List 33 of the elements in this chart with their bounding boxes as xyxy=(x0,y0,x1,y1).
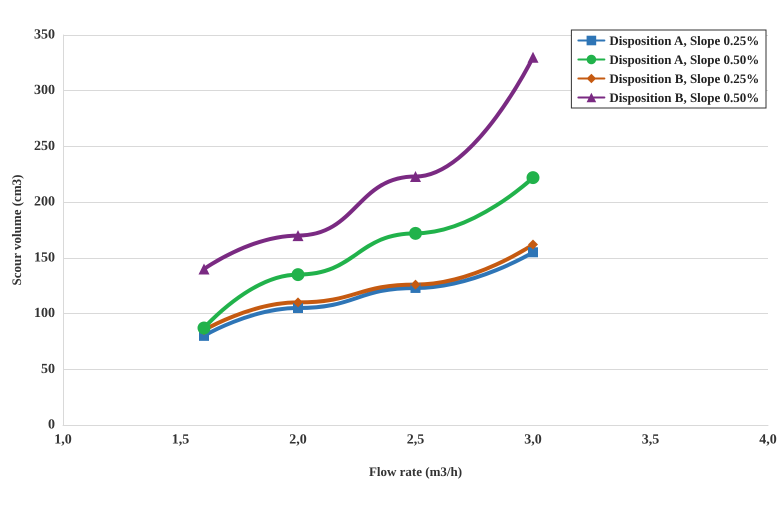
x-tick-label: 1,0 xyxy=(54,432,72,448)
y-axis-title: Scour volume (cm3) xyxy=(9,174,24,286)
x-tick-label: 4,0 xyxy=(759,432,777,448)
x-tick-label: 1,5 xyxy=(172,432,190,448)
legend-label: Disposition B, Slope 0.50% xyxy=(609,90,760,105)
y-tick-label: 100 xyxy=(34,306,55,322)
point xyxy=(198,322,210,335)
y-tick-label: 300 xyxy=(34,83,55,98)
x-tick-label: 2,0 xyxy=(289,432,307,448)
y-tick-label: 250 xyxy=(34,138,55,154)
point xyxy=(410,280,420,290)
point xyxy=(293,297,303,308)
y-tick-label: 50 xyxy=(41,362,55,377)
point xyxy=(410,171,421,182)
point xyxy=(526,171,540,184)
point xyxy=(409,226,422,240)
point xyxy=(528,239,538,250)
point xyxy=(292,230,304,242)
x-tick-label: 2,5 xyxy=(406,432,424,448)
y-tick-label: 150 xyxy=(34,250,55,266)
point xyxy=(528,247,538,258)
legend-label: Disposition A, Slope 0.50% xyxy=(609,52,760,67)
legend-label: Disposition A, Slope 0.25% xyxy=(609,33,760,48)
point xyxy=(198,264,210,274)
x-tick-label: 3,5 xyxy=(642,432,660,448)
x-tick-label: 3,0 xyxy=(524,432,542,448)
y-tick-label: 0 xyxy=(48,418,55,432)
y-tick-label: 350 xyxy=(34,28,55,42)
point xyxy=(528,52,538,63)
y-tick-label: 200 xyxy=(34,194,55,210)
x-axis-title: Flow rate (m3/h) xyxy=(368,464,462,479)
legend-label: Disposition B, Slope 0.25% xyxy=(609,71,760,86)
point xyxy=(292,268,304,282)
